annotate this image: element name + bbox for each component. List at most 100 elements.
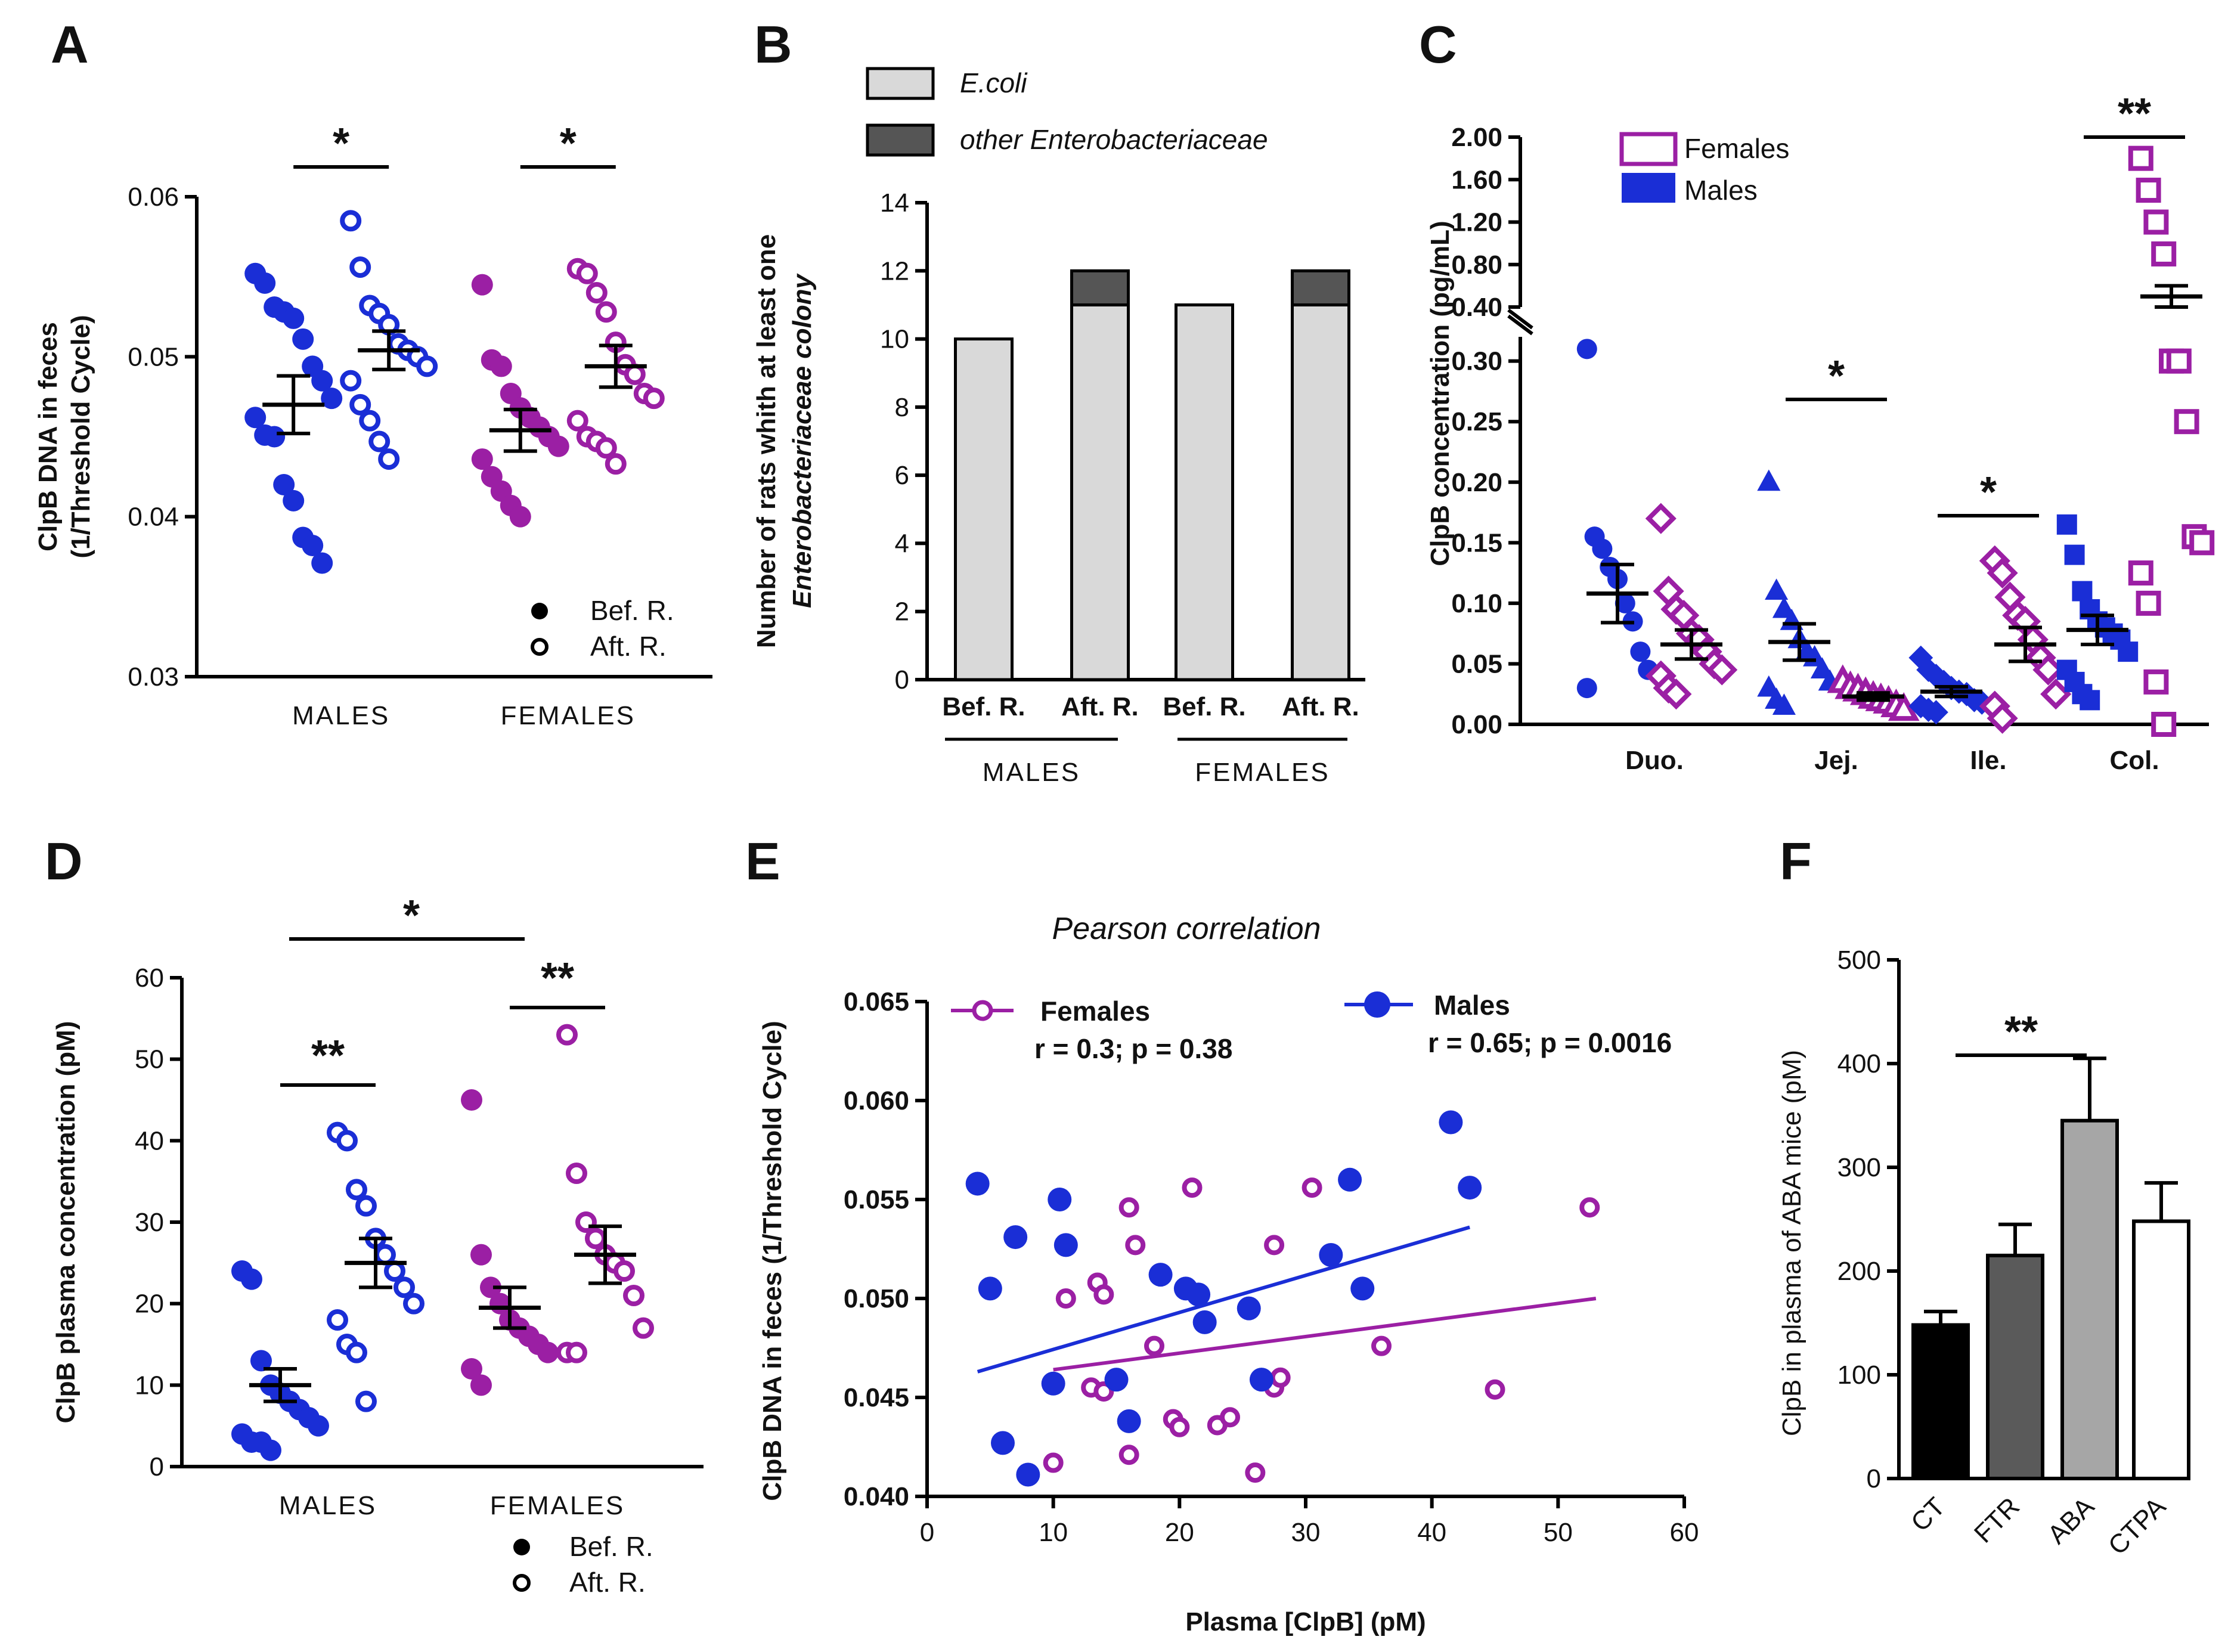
y-tick-label: 0.060 <box>844 1086 909 1115</box>
y-tick-label: 0.25 <box>1451 407 1502 436</box>
panel-letter-a: A <box>51 15 89 74</box>
data-point <box>1924 664 1948 689</box>
legend-label: Bef. R. <box>569 1531 653 1562</box>
y-tick-label: 0.00 <box>1451 710 1502 739</box>
data-point <box>349 256 371 278</box>
y-tick-label: 300 <box>1837 1153 1881 1182</box>
data-point <box>1270 1367 1291 1388</box>
panel-letter-b: B <box>754 15 792 74</box>
data-point <box>470 1374 492 1396</box>
data-point <box>1104 1368 1129 1392</box>
y-tick-label: 0.05 <box>128 342 179 371</box>
data-point <box>346 1179 367 1201</box>
data-point <box>241 1268 262 1290</box>
data-point <box>2151 712 2177 737</box>
data-point <box>336 1130 358 1152</box>
axis-break-mark <box>1507 314 1533 336</box>
panel-a: 0.03 0.04 0.05 0.06 MALES FEMALES ClpB DNA in … <box>33 120 712 730</box>
panel-letter-c: C <box>1419 15 1457 74</box>
y-tick-label: 1.20 <box>1451 208 1502 237</box>
data-point <box>471 274 493 296</box>
data-point <box>393 1276 415 1298</box>
data-point <box>1192 1310 1217 1334</box>
y-axis-label: ClpB DNA in feces (1/Threshold Cycle) <box>758 1021 787 1501</box>
data-point <box>308 1415 329 1437</box>
category-label: Ile. <box>1970 746 2006 775</box>
data-point <box>1350 1276 1375 1301</box>
y-tick-label: 0.10 <box>1451 589 1502 618</box>
bar-ct <box>1911 1323 1970 1480</box>
data-point <box>576 262 598 284</box>
data-point <box>2080 690 2100 711</box>
category-label: CTPA <box>2103 1492 2172 1561</box>
category-label: Jej. <box>1814 746 1858 775</box>
y-tick-label: 0.30 <box>1451 347 1502 376</box>
data-point <box>1615 593 1635 613</box>
data-point <box>1772 693 1796 715</box>
data-point <box>1371 1335 1392 1356</box>
panel-letter-f: F <box>1780 832 1812 891</box>
panel-f: 0 100 200 300 400 500 CT FTR ABA CTPA ** ClpB in pl… <box>1777 946 2190 1561</box>
data-point <box>359 410 381 432</box>
data-point <box>1888 692 1920 721</box>
y-tick-label: 60 <box>135 963 164 993</box>
data-point <box>340 370 362 392</box>
significance-label: ** <box>541 954 574 1002</box>
y-tick-label: 2 <box>895 597 909 627</box>
legend-swatch-females <box>1619 132 1678 166</box>
data-point <box>991 1431 1015 1455</box>
data-point <box>1660 678 1692 710</box>
legend-swatch-other <box>866 123 935 157</box>
data-point <box>1576 339 1597 359</box>
group-label: FEMALES <box>490 1491 625 1520</box>
category-label: Aft. R. <box>1061 692 1139 721</box>
x-tick-label: 30 <box>1291 1518 1321 1547</box>
data-point <box>1182 1177 1203 1198</box>
data-point <box>633 1317 654 1339</box>
y-tick-label: 0 <box>1867 1464 1881 1493</box>
data-point <box>1924 700 1948 725</box>
axis-break-mark <box>1507 308 1533 330</box>
data-point <box>2064 544 2085 565</box>
data-point <box>349 393 371 416</box>
legend-open-marker <box>531 638 549 656</box>
x-tick-label: 40 <box>1417 1518 1446 1547</box>
bar-ecoli <box>1175 303 1234 681</box>
y-tick-label: 1.60 <box>1451 165 1502 194</box>
y-tick-label: 0.045 <box>844 1383 909 1412</box>
data-point <box>1041 1371 1065 1396</box>
significance-label: ** <box>2004 1008 2038 1056</box>
data-point <box>1264 1235 1285 1256</box>
data-point <box>378 448 400 470</box>
y-tick-label: 0 <box>895 665 909 695</box>
data-point <box>292 328 314 350</box>
y-axis-label: ClpB in plasma of ABA mice (pM) <box>1777 1050 1806 1436</box>
data-point <box>1169 1417 1190 1437</box>
group-label: FEMALES <box>1195 758 1330 787</box>
regression-line <box>1053 1297 1597 1372</box>
data-point <box>1220 1407 1240 1428</box>
group-label: MALES <box>292 701 390 730</box>
data-point <box>302 534 324 556</box>
data-point <box>461 1089 482 1111</box>
significance-label: * <box>1980 469 1997 516</box>
data-point <box>368 430 391 452</box>
data-point <box>1485 1379 1505 1400</box>
panel-letter-e: E <box>745 832 780 891</box>
data-point <box>509 506 531 528</box>
data-point <box>355 1390 377 1412</box>
chart-title: Pearson correlation <box>1052 912 1321 946</box>
data-point <box>1338 1167 1362 1192</box>
data-point <box>340 210 362 232</box>
significance-label: * <box>560 120 577 168</box>
bar-aba <box>2060 1118 2119 1480</box>
data-point <box>1186 1282 1211 1307</box>
bar-ecoli <box>954 337 1014 681</box>
data-point <box>260 1439 281 1461</box>
data-point <box>556 1024 578 1046</box>
data-point <box>1055 1288 1076 1309</box>
data-point <box>595 437 617 459</box>
panel-letter-d: D <box>45 832 83 891</box>
legend-label: E.coli <box>960 67 1028 98</box>
